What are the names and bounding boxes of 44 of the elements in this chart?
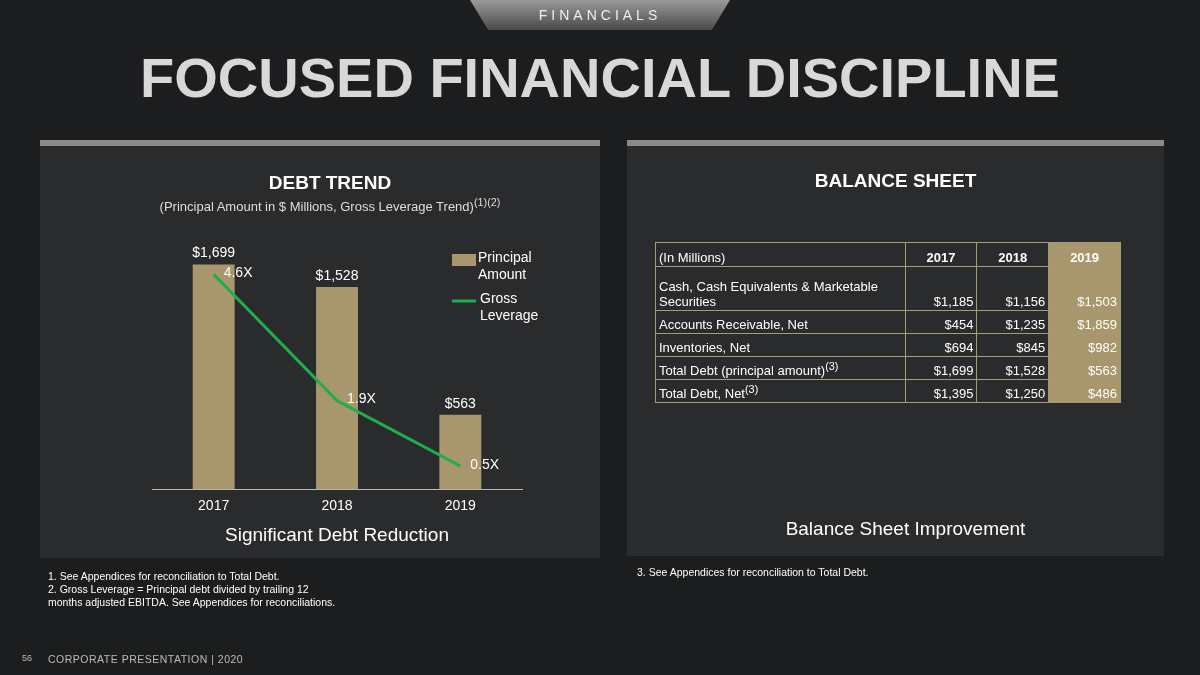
legend-label: Gross Leverage [480,289,539,323]
text: $982 [1088,340,1117,355]
text: 1. See Appendices for reconciliation to Total Debt. [48,570,281,583]
text: $1,250 [1005,386,1046,401]
text: 56 [22,653,33,663]
text: FINANCIALS [470,0,730,30]
data-label: $563 [444,394,477,411]
category-label: Inventories, Net [659,340,751,355]
text: $454 [944,317,974,332]
data-label: $1,528 [315,266,359,283]
text: BALANCE SHEET [813,170,978,192]
text: $486 [1088,386,1117,401]
text: 2. Gross Leverage = Principal debt divided by trailing 12 months adjusted EBITDA. See Appendices for reconciliations. [48,583,337,609]
category-label: Accounts Receivable, Net [659,317,808,332]
category-label: Total Debt (principal amount)$^{(3)}$ [659,359,839,378]
chart-title: DEBT TREND [267,172,393,194]
text: $1,185 [933,294,974,309]
text: $1,699 [933,363,974,378]
text: FOCUSED FINANCIAL DISCIPLINE [139,45,1061,110]
text: $1,156 [1005,294,1046,309]
category-label: 2017 [905,242,977,267]
category-label: 2018 [976,242,1049,267]
text: $1,503 [1077,294,1117,309]
text: $1,859 [1077,317,1117,332]
x-tick-label: 2017 [198,496,230,513]
text: $1,235 [1005,317,1046,332]
x-tick-label: 2018 [321,496,353,513]
text: $563 [1088,363,1117,378]
text: $1,528 [1005,363,1046,378]
category-label: Total Debt, Net$^{(3)}$ [659,382,759,401]
x-tick-label: 2019 [444,496,477,513]
x-axis-title: Significant Debt Reduction [225,523,449,545]
text: (In Millions) [655,242,906,267]
text: 3. See Appendices for reconciliation to Total Debt. [637,566,870,579]
text: Balance Sheet Improvement [784,518,1027,540]
legend-label: Principal Amount [478,248,532,282]
category-label: 2019 [1048,242,1121,267]
text: $1,395 [933,386,974,401]
text: $845 [1016,340,1046,355]
text: $694 [944,340,974,355]
category-label: Cash, Cash Equivalents & Marketable Securities [659,279,878,309]
text: CORPORATE PRESENTATION | 2020 [48,653,244,665]
data-label: $1,699 [192,244,236,261]
chart-subtitle: (Principal Amount in $ Millions, Gross Leverage Trend)$^{(1)(2)}$ [158,196,502,215]
